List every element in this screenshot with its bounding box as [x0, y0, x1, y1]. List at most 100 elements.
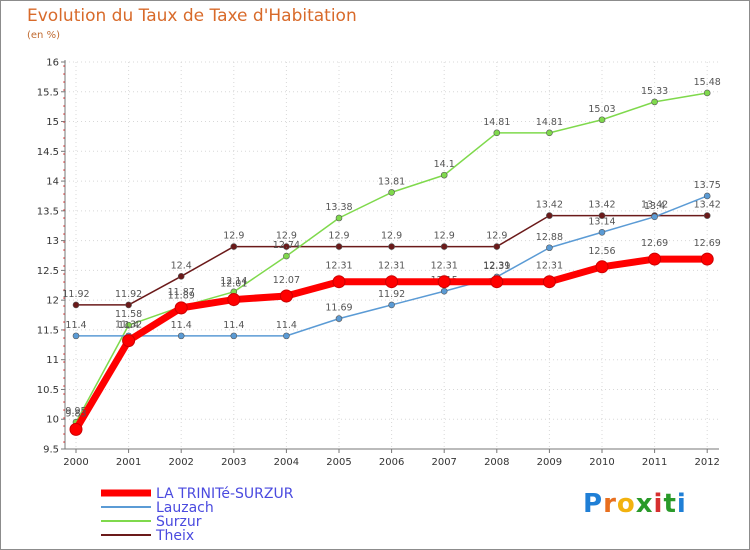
x-tick-label: 2012: [694, 457, 719, 468]
y-axis-dot: [63, 97, 65, 99]
logo-letter: o: [616, 489, 636, 519]
y-axis-dot: [63, 217, 65, 219]
x-tick-label: 2010: [589, 457, 614, 468]
x-tick-label: 2002: [168, 457, 193, 468]
y-axis-dot: [63, 81, 65, 83]
y-axis-dot: [63, 313, 65, 315]
y-axis-dot: [63, 361, 65, 363]
data-label: 11.4: [118, 320, 139, 331]
data-point: [598, 228, 606, 236]
y-axis-dot: [63, 425, 65, 427]
data-point: [546, 212, 553, 219]
y-axis-dot: [63, 345, 65, 347]
y-axis-dot: [63, 161, 65, 163]
data-point: [440, 287, 448, 295]
data-point: [125, 301, 132, 309]
data-point: [388, 243, 395, 250]
y-tick-label: 11.5: [37, 325, 59, 336]
data-label: 12.88: [536, 232, 563, 243]
data-point: [595, 260, 609, 274]
y-tick-label: 14: [46, 177, 59, 188]
data-label: 12.31: [378, 261, 405, 272]
y-axis-dot: [63, 121, 65, 123]
y-axis-dot: [63, 241, 65, 243]
x-tick-label: 2004: [274, 457, 299, 468]
x-tick-label: 2000: [63, 457, 88, 468]
data-label: 14.81: [536, 117, 563, 128]
y-tick-label: 14.5: [37, 147, 59, 158]
y-axis-dot: [63, 185, 65, 187]
data-label: 12.56: [588, 246, 615, 257]
data-label: 12.01: [220, 279, 247, 290]
y-axis-dot: [63, 129, 65, 131]
data-label: 12.07: [273, 275, 300, 286]
data-point: [125, 321, 132, 329]
chart-subtitle: (en %): [27, 30, 60, 41]
data-point: [703, 192, 711, 200]
data-point: [703, 212, 711, 219]
y-axis-dot: [63, 153, 65, 155]
data-label: 13.14: [588, 216, 615, 227]
data-label: 12.74: [273, 240, 300, 251]
data-label: 11.87: [168, 287, 195, 298]
y-axis-dot: [63, 385, 65, 387]
logo-letter: i: [676, 489, 687, 519]
y-axis-dot: [63, 273, 65, 275]
data-point: [651, 213, 658, 221]
data-point: [493, 243, 501, 250]
y-axis-dot: [63, 89, 65, 91]
proxiti-logo: Proxiti: [583, 489, 687, 519]
data-point: [177, 273, 185, 280]
y-axis-dot: [63, 433, 65, 435]
data-label: 12.9: [276, 231, 297, 242]
x-tick-label: 2011: [642, 457, 667, 468]
data-point: [283, 252, 290, 260]
data-label: 12.9: [434, 231, 455, 242]
data-point: [335, 315, 343, 322]
y-axis-dot: [63, 169, 65, 171]
data-point: [230, 243, 238, 250]
data-label: 13.42: [536, 200, 563, 211]
data-point: [437, 275, 451, 289]
data-point: [440, 171, 448, 179]
y-axis-dot: [63, 281, 65, 283]
data-label: 11.92: [378, 289, 405, 300]
data-label: 11.92: [62, 289, 89, 300]
y-tick-label: 10.5: [37, 385, 59, 396]
y-tick-label: 12.5: [37, 266, 59, 277]
y-axis-dot: [63, 193, 65, 195]
data-label: 12.9: [223, 231, 244, 242]
data-point: [493, 129, 501, 137]
x-tick-label: 2009: [537, 457, 562, 468]
y-axis-dot: [63, 249, 65, 251]
y-tick-label: 12: [46, 296, 59, 307]
y-axis-dot: [63, 377, 65, 379]
y-axis-dot: [63, 225, 65, 227]
y-axis-dot: [63, 209, 65, 211]
y-axis-dot: [63, 265, 65, 267]
data-label: 12.69: [694, 238, 721, 249]
data-label: 13.4: [644, 201, 665, 212]
data-label: 11.32: [115, 320, 142, 331]
data-label: 12.39: [483, 261, 510, 272]
data-label: 12.9: [328, 231, 349, 242]
logo-letter: P: [583, 489, 604, 519]
data-label: 11.89: [168, 291, 195, 302]
x-tick-label: 2006: [379, 457, 404, 468]
y-axis-dot: [63, 105, 65, 107]
x-tick-label: 2008: [484, 457, 509, 468]
y-tick-label: 10: [46, 415, 59, 426]
y-axis-dot: [63, 145, 65, 147]
data-point: [388, 301, 395, 309]
y-axis-dot: [63, 337, 65, 339]
y-axis-dot: [63, 353, 65, 355]
data-label: 12.31: [431, 261, 458, 272]
data-label: 14.1: [434, 159, 455, 170]
logo-letter: r: [603, 489, 617, 519]
y-tick-label: 9.5: [43, 445, 59, 456]
y-axis-dot: [63, 201, 65, 203]
data-label: 13.42: [588, 200, 615, 211]
y-axis-dot: [63, 137, 65, 139]
